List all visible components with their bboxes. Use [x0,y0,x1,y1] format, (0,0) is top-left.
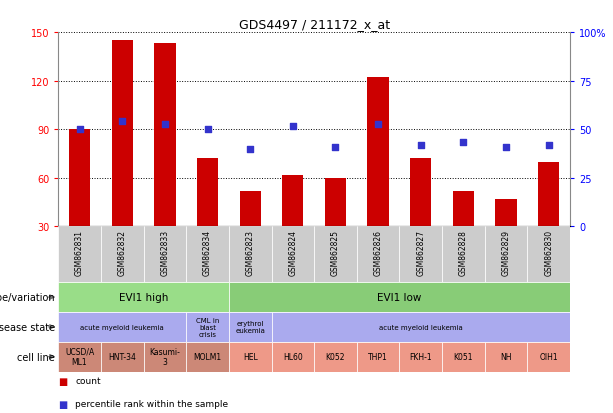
Bar [527,342,570,372]
Text: GSM862828: GSM862828 [459,230,468,275]
Point [160,122,170,128]
Text: HEL: HEL [243,352,257,361]
Bar [186,312,229,342]
Bar [229,342,272,372]
Point [373,122,383,128]
Bar [485,342,527,372]
Bar [325,178,346,227]
Title: GDS4497 / 211172_x_at: GDS4497 / 211172_x_at [238,17,390,31]
Bar [527,227,570,282]
Text: GSM862830: GSM862830 [544,230,554,275]
Text: OIH1: OIH1 [539,352,558,361]
Text: FKH-1: FKH-1 [409,352,432,361]
Point [544,143,554,150]
Text: GSM862824: GSM862824 [288,230,297,275]
Bar [186,342,229,372]
Bar [58,312,186,342]
Bar [314,342,357,372]
Bar [282,175,303,227]
Text: GSM862825: GSM862825 [331,230,340,275]
Bar [495,199,517,227]
Point [501,144,511,151]
Bar [400,342,442,372]
Bar [58,282,229,312]
Bar [538,162,560,227]
Text: ■: ■ [58,376,67,386]
Bar [442,342,485,372]
Bar [186,227,229,282]
Bar [272,312,570,342]
Bar [101,342,143,372]
Text: erythrol
eukemia: erythrol eukemia [235,320,265,334]
Text: acute myeloid leukemia: acute myeloid leukemia [379,324,463,330]
Bar [410,159,432,227]
Bar [272,342,314,372]
Bar [453,191,474,227]
Text: HL60: HL60 [283,352,303,361]
Bar [197,159,218,227]
Point [117,119,127,125]
Text: count: count [75,376,101,385]
Text: GSM862832: GSM862832 [118,230,127,275]
Bar [442,227,485,282]
Text: GSM862833: GSM862833 [161,230,169,275]
Point [416,143,425,150]
Bar [357,227,400,282]
Text: percentile rank within the sample: percentile rank within the sample [75,399,229,408]
Point [459,140,468,146]
Text: GSM862826: GSM862826 [374,230,383,275]
Text: GSM862823: GSM862823 [246,230,254,275]
Bar [154,44,175,227]
Bar [357,342,400,372]
Text: disease state: disease state [0,322,55,332]
Bar [58,342,101,372]
Text: HNT-34: HNT-34 [109,352,136,361]
Bar [143,227,186,282]
Text: cell line: cell line [17,352,55,362]
Text: GSM862827: GSM862827 [416,230,425,275]
Point [203,126,213,133]
Text: EVI1 high: EVI1 high [119,292,168,302]
Text: UCSD/A
ML1: UCSD/A ML1 [65,347,94,366]
Text: THP1: THP1 [368,352,388,361]
Bar [485,227,527,282]
Bar [400,227,442,282]
Bar [367,78,389,227]
Bar [240,191,261,227]
Bar [229,282,570,312]
Bar [314,227,357,282]
Text: GSM862831: GSM862831 [75,230,84,275]
Bar [229,227,272,282]
Text: GSM862834: GSM862834 [203,230,212,275]
Bar [229,312,272,342]
Text: NH: NH [500,352,512,361]
Bar [112,41,133,227]
Bar [143,342,186,372]
Text: GSM862829: GSM862829 [501,230,511,275]
Point [288,123,298,130]
Bar [58,227,101,282]
Point [75,126,85,133]
Bar [272,227,314,282]
Bar [101,227,143,282]
Text: ■: ■ [58,399,67,408]
Text: EVI1 low: EVI1 low [377,292,422,302]
Point [245,146,255,152]
Text: K051: K051 [454,352,473,361]
Text: K052: K052 [326,352,345,361]
Text: CML in
blast
crisis: CML in blast crisis [196,317,219,337]
Text: genotype/variation: genotype/variation [0,292,55,302]
Bar [69,130,90,227]
Text: Kasumi-
3: Kasumi- 3 [150,347,180,366]
Text: MOLM1: MOLM1 [194,352,221,361]
Point [330,144,340,151]
Text: acute myeloid leukemia: acute myeloid leukemia [80,324,164,330]
